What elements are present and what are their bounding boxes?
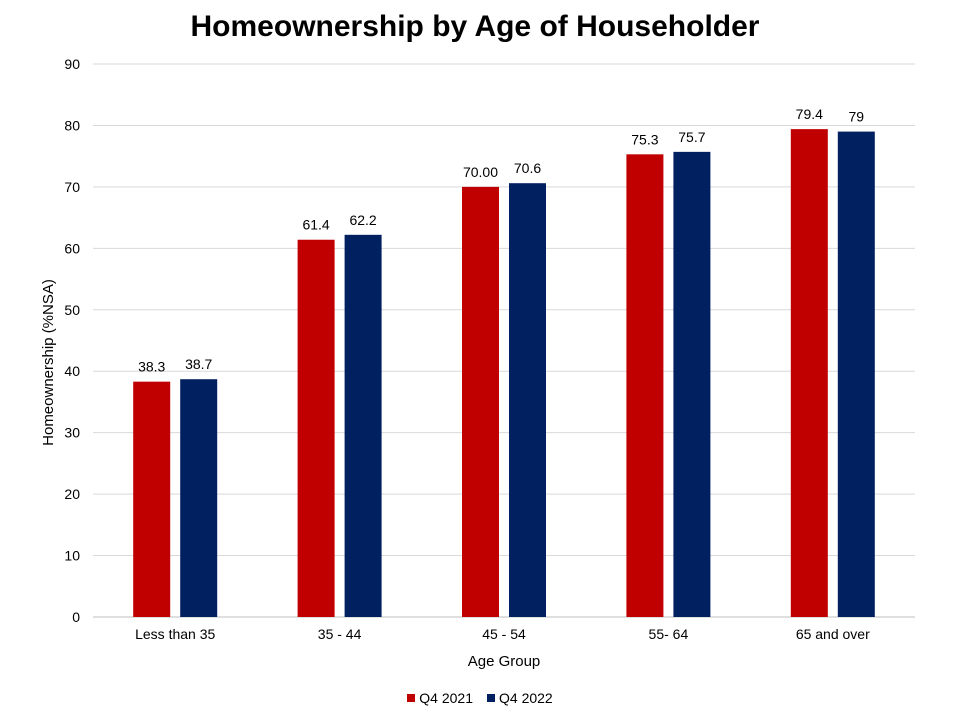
y-axis-ticks: 0 10 20 30 40 50 60 70 80 90 [64, 56, 80, 625]
y-tick-label: 20 [64, 486, 80, 502]
y-tick-label: 10 [64, 548, 80, 564]
legend-swatch [407, 694, 416, 702]
bar [673, 151, 711, 618]
bars [133, 129, 875, 618]
y-tick-label: 30 [64, 425, 80, 441]
y-tick-label: 60 [64, 240, 80, 256]
bar [133, 381, 171, 617]
gridlines [93, 63, 915, 618]
bar [344, 234, 382, 617]
legend-swatch [487, 694, 495, 702]
legend: Q4 2021 Q4 2022 [0, 690, 960, 706]
data-label: 75.7 [678, 129, 705, 145]
bar [180, 379, 218, 617]
x-axis-ticks: Less than 35 35 - 44 45 - 54 55- 64 65 and o… [135, 626, 870, 642]
bar [297, 239, 335, 617]
y-tick-label: 50 [64, 302, 80, 318]
x-axis-label: Age Group [468, 653, 541, 670]
data-label: 75.3 [631, 131, 658, 147]
data-labels: 38.3 38.7 61.4 62.2 70.00 70.6 75.3 75.7 79.4 79 [138, 106, 864, 375]
data-label: 70.00 [463, 164, 498, 180]
legend-label: Q4 2021 [419, 690, 473, 706]
x-tick-label: 35 - 44 [318, 626, 362, 642]
y-tick-label: 40 [64, 363, 80, 379]
x-tick-label: 45 - 54 [482, 626, 526, 642]
chart-title: Homeownership by Age of Householder [190, 10, 760, 43]
bar-chart: 0 10 20 30 40 50 60 70 80 90 38.3 38.7 61.4 62.2 70.0… [40, 56, 915, 670]
bar [462, 186, 499, 617]
bar [790, 129, 828, 617]
bar [626, 154, 664, 617]
legend-item-series-2: Q4 2022 [487, 690, 553, 706]
data-label: 62.2 [349, 212, 376, 228]
legend-item-series-1: Q4 2021 [407, 690, 473, 706]
data-label: 38.7 [185, 356, 212, 372]
y-tick-label: 70 [64, 179, 80, 195]
bar [509, 183, 546, 618]
x-tick-label: 55- 64 [649, 626, 689, 642]
y-tick-label: 0 [72, 609, 80, 625]
data-label: 61.4 [302, 217, 329, 233]
y-tick-label: 80 [64, 117, 80, 133]
data-label: 38.3 [138, 359, 165, 375]
y-tick-label: 90 [64, 56, 80, 72]
data-label: 79 [849, 109, 865, 125]
x-tick-label: Less than 35 [135, 626, 215, 642]
legend-label: Q4 2022 [499, 690, 553, 706]
x-tick-label: 65 and over [796, 626, 870, 642]
data-label: 70.6 [514, 160, 541, 176]
data-label: 79.4 [796, 106, 823, 122]
y-axis-label: Homeownership (%NSA) [40, 279, 57, 446]
bar [837, 131, 875, 618]
